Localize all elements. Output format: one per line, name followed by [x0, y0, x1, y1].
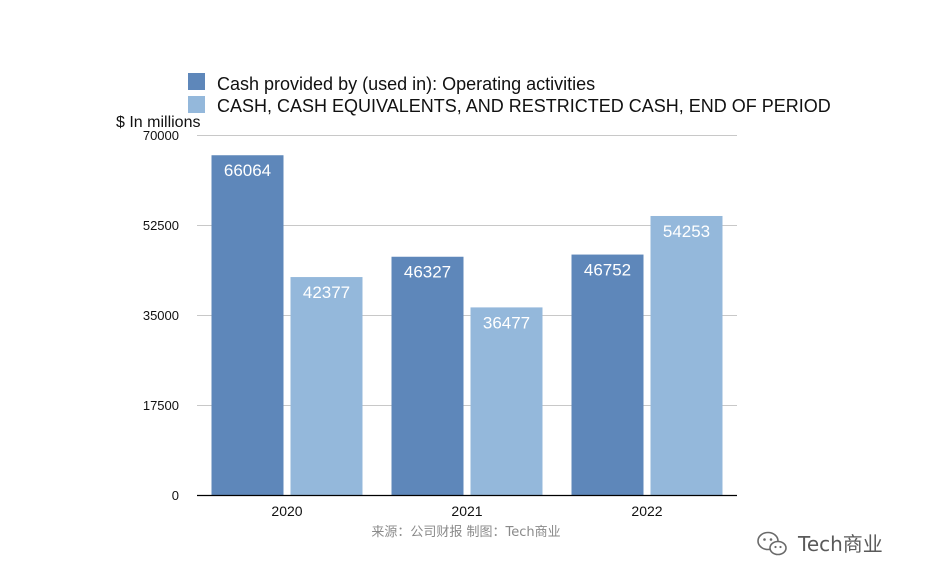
- bar-2021-series-1: [391, 256, 464, 495]
- bar-2022-series-2: [650, 215, 723, 496]
- bars: [211, 155, 723, 496]
- bar-2020-series-1: [211, 155, 284, 495]
- bar-2022-series-1: [571, 254, 644, 495]
- y-axis-ticks: 0 17500 35000 52500 70000: [143, 128, 179, 503]
- legend-label-operating-activities: Cash provided by (used in): Operating ac…: [217, 74, 595, 94]
- source-note: 来源：公司财报 制图：Tech商业: [371, 525, 560, 540]
- y-tick-label: 70000: [143, 128, 179, 143]
- value-label-2021-series-1: 46327: [404, 263, 451, 282]
- legend: Cash provided by (used in): Operating ac…: [188, 73, 831, 116]
- value-label-2022-series-2: 54253: [663, 222, 710, 241]
- x-tick-label-2020: 2020: [271, 503, 302, 519]
- y-tick-label: 0: [172, 488, 179, 503]
- wechat-icon: [757, 531, 787, 556]
- watermark-text: Tech商业: [797, 532, 883, 556]
- x-tick-label-2022: 2022: [631, 503, 662, 519]
- x-tick-label-2021: 2021: [451, 503, 482, 519]
- bar-2020-series-2: [290, 277, 363, 495]
- value-label-2022-series-1: 46752: [584, 261, 631, 280]
- y-axis-unit-label: $ In millions: [116, 114, 200, 131]
- value-label-2020-series-2: 42377: [303, 283, 350, 302]
- value-label-2020-series-1: 66064: [224, 161, 271, 180]
- value-labels: 66064 42377 46327 36477 46752 54253: [224, 161, 710, 332]
- watermark: Tech商业: [757, 531, 883, 556]
- y-tick-label: 17500: [143, 398, 179, 413]
- y-tick-label: 52500: [143, 218, 179, 233]
- y-tick-label: 35000: [143, 308, 179, 323]
- legend-label-cash-end-of-period: CASH, CASH EQUIVALENTS, AND RESTRICTED C…: [217, 96, 831, 116]
- x-axis-ticks: 2020 2021 2022: [271, 503, 662, 519]
- legend-swatch-operating-activities: [188, 73, 205, 90]
- legend-swatch-cash-end-of-period: [188, 96, 205, 113]
- gridlines: [197, 135, 737, 406]
- value-label-2021-series-2: 36477: [483, 313, 530, 332]
- bar-2021-series-2: [470, 307, 543, 495]
